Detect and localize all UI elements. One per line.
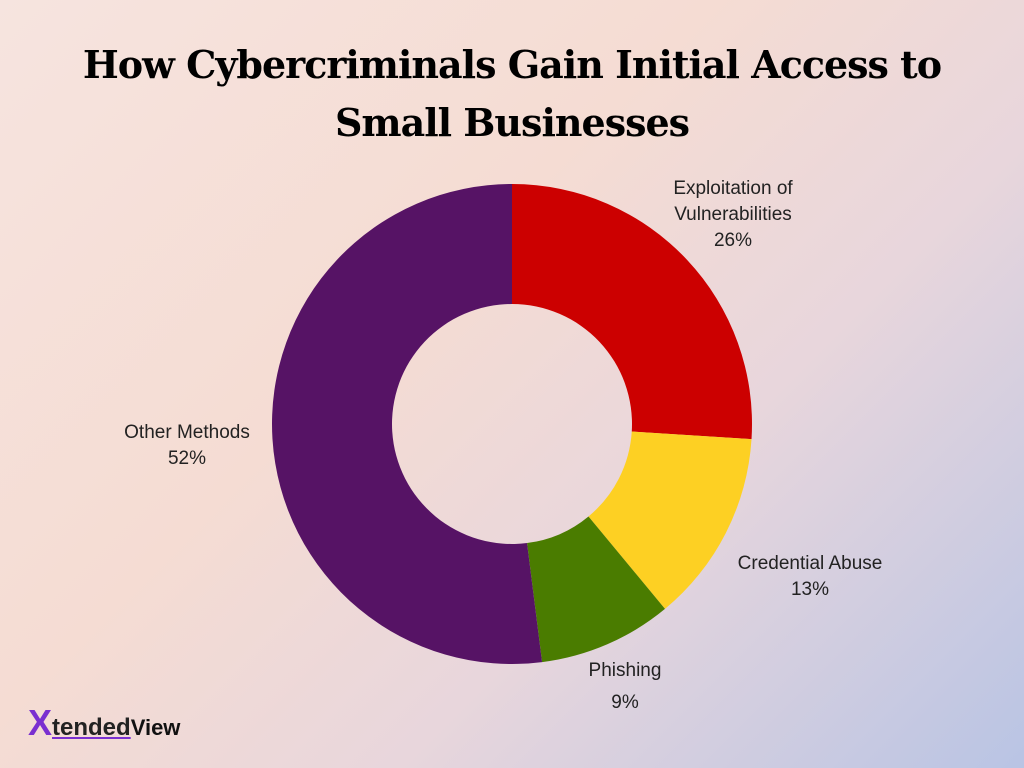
slice [512, 184, 752, 440]
chart-title: How Cybercriminals Gain Initial Access t… [82, 42, 942, 145]
value-label: 52% [167, 448, 207, 469]
category-label: Exploitation of Vulnerabilities [673, 178, 793, 225]
logo-mark: X [28, 702, 53, 743]
slice [527, 516, 665, 663]
value-label: 13% [790, 579, 830, 600]
value-label: 9% [611, 692, 639, 713]
slice [272, 184, 543, 664]
category-label: Phishing [588, 660, 662, 681]
slice [588, 431, 752, 609]
slice-label: Other Methods 52% [87, 420, 287, 472]
slice-label: Phishing 9% [525, 658, 725, 716]
logo-suffix: View [130, 715, 181, 740]
category-label: Credential Abuse [737, 553, 883, 574]
value-label: 26% [713, 230, 753, 251]
logo: XtendedView [28, 702, 180, 744]
category-label: Other Methods [124, 422, 250, 443]
logo-text: tended [52, 714, 131, 741]
slice-label: Credential Abuse 13% [710, 551, 910, 603]
slice-label: Exploitation of Vulnerabilities 26% [653, 176, 813, 254]
